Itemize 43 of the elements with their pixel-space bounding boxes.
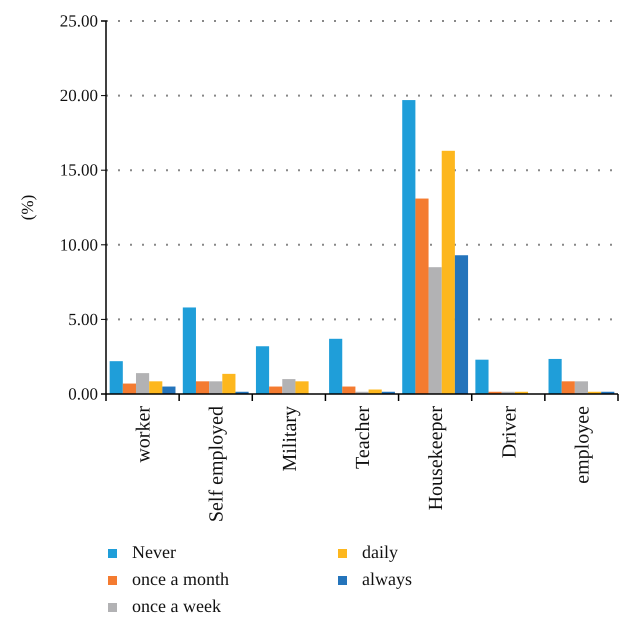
bar <box>574 381 588 394</box>
bar <box>282 379 296 394</box>
bar <box>402 100 416 394</box>
x-tick-label: Driver <box>498 406 520 458</box>
bar <box>475 360 489 394</box>
legend-label: once a month <box>132 569 229 589</box>
legend-label: Never <box>132 542 176 562</box>
x-tick-label: worker <box>132 406 155 463</box>
y-tick-label: 0.00 <box>68 384 98 404</box>
y-axis-title: (%) <box>18 194 37 220</box>
x-tick-label: Teacher <box>352 406 374 469</box>
bar <box>136 373 150 394</box>
bar <box>209 381 222 394</box>
y-tick-label: 15.00 <box>60 160 98 180</box>
bar <box>182 307 196 394</box>
y-tick-label: 25.00 <box>60 11 98 30</box>
bar <box>415 198 429 394</box>
legend-label: daily <box>362 542 398 562</box>
bar <box>329 338 342 394</box>
bar <box>442 150 455 394</box>
x-tick-label: Military <box>278 406 301 472</box>
bar <box>149 381 162 394</box>
x-tick-label: Self employed <box>206 406 228 522</box>
y-tick-label: 5.00 <box>68 310 98 329</box>
legend-label: always <box>362 569 412 589</box>
bar <box>454 255 468 394</box>
bar <box>122 384 136 394</box>
bar <box>256 346 270 394</box>
bar <box>295 381 309 394</box>
y-tick-label: 20.00 <box>60 86 98 106</box>
bar <box>269 386 282 394</box>
bar <box>196 381 210 394</box>
x-tick-label: employee <box>571 406 594 484</box>
legend-label: once a week <box>132 596 221 616</box>
bar <box>110 361 123 394</box>
bar <box>428 267 442 394</box>
x-tick-label: Housekeeper <box>425 406 448 510</box>
bar <box>548 358 562 394</box>
bar <box>342 386 356 394</box>
y-tick-label: 10.00 <box>60 235 98 254</box>
bar <box>222 374 236 394</box>
bar <box>162 386 176 394</box>
bar <box>562 381 575 394</box>
